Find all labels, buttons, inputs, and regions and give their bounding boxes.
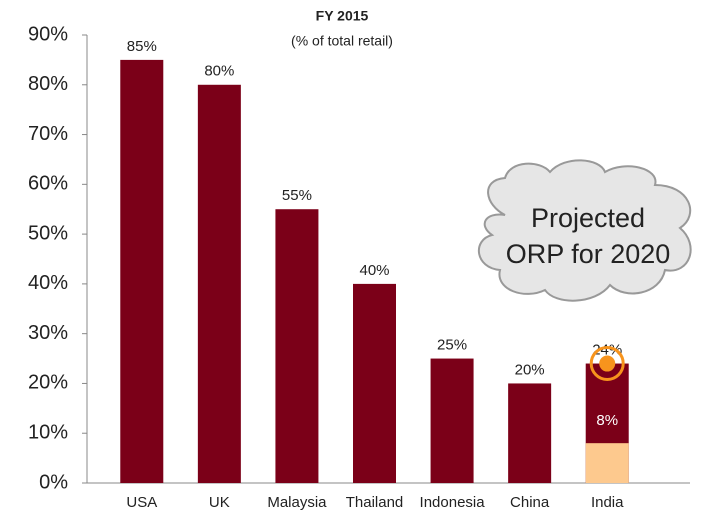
y-tick-label: 60% [28, 173, 68, 195]
x-tick-label: UK [209, 494, 230, 511]
cloud [477, 159, 692, 302]
bar [508, 383, 552, 483]
bar [430, 358, 474, 483]
x-tick-label: Thailand [346, 494, 404, 511]
y-tick-label: 10% [28, 422, 68, 444]
bar [353, 283, 396, 483]
y-tick-label: 0% [39, 471, 68, 493]
y-tick-label: 50% [28, 222, 68, 244]
y-tick-label: 20% [28, 372, 68, 394]
value-label: 80% [204, 63, 234, 80]
annotation: ORP for 2020 [506, 239, 671, 269]
value-label: 20% [515, 361, 545, 378]
marker-dot [599, 355, 616, 372]
value-label: 24% [592, 342, 622, 359]
bar [197, 84, 241, 484]
x-tick-label: Indonesia [420, 494, 486, 511]
y-tick-label: 70% [28, 123, 68, 145]
y-tick-label: 30% [28, 322, 68, 344]
marker-ring [589, 346, 625, 382]
x-tick-label: China [510, 494, 550, 511]
chart-subtitle: (% of total retail) [291, 33, 393, 49]
y-tick-label: 90% [28, 23, 68, 45]
value-label: 85% [127, 38, 157, 55]
bar [275, 209, 319, 483]
value-label: 8% [596, 412, 618, 429]
chart-title: FY 2015 [316, 8, 369, 24]
y-tick-label: 40% [28, 272, 68, 294]
value-label: 25% [437, 337, 467, 354]
value-label: 55% [282, 187, 312, 204]
y-tick-label: 80% [28, 73, 68, 95]
bar [120, 59, 164, 484]
x-tick-label: USA [126, 494, 157, 511]
annotation: Projected [531, 203, 645, 233]
bar [585, 443, 629, 483]
x-tick-label: India [591, 494, 624, 511]
x-tick-label: Malaysia [267, 494, 327, 511]
value-label: 40% [359, 262, 389, 279]
